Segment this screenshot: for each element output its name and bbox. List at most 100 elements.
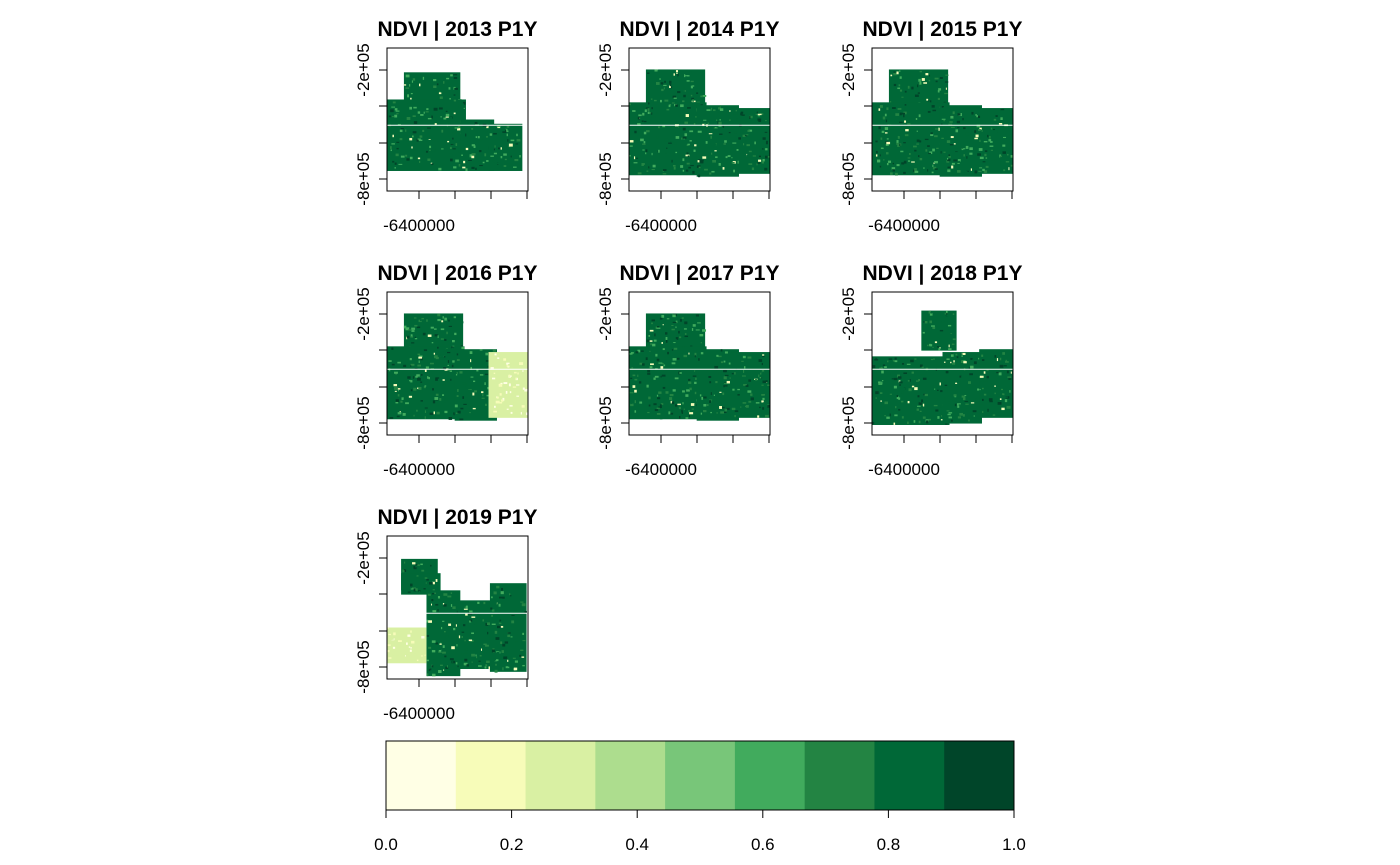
raster-cell <box>642 161 646 163</box>
raster-cell <box>679 155 683 158</box>
raster-cell <box>428 582 433 585</box>
raster-cell <box>391 116 395 118</box>
raster-cell <box>881 147 884 150</box>
raster-cell <box>964 400 969 402</box>
raster-cell <box>759 406 761 409</box>
raster-cell <box>895 406 897 409</box>
y-tick-label: -8e+05 <box>596 396 615 449</box>
raster-cell <box>879 392 883 394</box>
raster-cell <box>916 143 919 145</box>
raster-cell <box>993 118 997 121</box>
raster-cell <box>699 333 704 337</box>
raster-cell <box>452 360 456 363</box>
raster-cell <box>758 159 762 162</box>
raster-cell <box>393 384 398 387</box>
raster-cell <box>401 397 404 400</box>
raster-cell <box>422 641 426 645</box>
raster-cell <box>648 396 651 400</box>
raster-cell <box>632 110 636 112</box>
raster-cell <box>764 155 768 159</box>
raster-cell <box>673 97 677 99</box>
raster-cell <box>746 384 749 387</box>
raster-cell <box>440 116 442 118</box>
raster-cell <box>767 404 770 408</box>
legend-tick-label: 0.0 <box>374 835 398 854</box>
raster-cell <box>957 381 960 384</box>
raster-cell <box>927 347 930 350</box>
raster-cell <box>507 659 509 662</box>
raster-cell <box>492 638 496 641</box>
raster-cell <box>764 414 769 418</box>
raster-cell <box>729 119 732 121</box>
raster-cell <box>689 329 694 332</box>
raster-cell <box>937 90 940 93</box>
x-tick-label: -6400000 <box>383 216 455 235</box>
raster-cell <box>496 396 499 399</box>
raster-cell <box>926 420 928 424</box>
raster-cell <box>448 319 450 322</box>
raster-cell <box>690 85 693 89</box>
raster-cell <box>923 167 925 170</box>
raster-cell <box>737 160 739 164</box>
raster-cell <box>471 661 473 663</box>
raster-cell <box>725 416 728 419</box>
raster-cell <box>388 368 391 372</box>
raster-cell <box>634 410 637 413</box>
raster-cell <box>447 351 451 354</box>
raster-cell <box>955 129 959 133</box>
raster-cell <box>416 659 419 662</box>
raster-cell <box>899 384 902 386</box>
raster-cell <box>505 390 508 394</box>
raster-cell <box>637 374 639 377</box>
raster-cell <box>645 149 648 153</box>
raster-cell <box>969 152 973 155</box>
raster-cell <box>948 156 951 158</box>
raster-cell <box>691 348 694 351</box>
raster-cell <box>688 166 691 169</box>
raster-cell <box>493 132 497 135</box>
raster-cell <box>475 136 478 139</box>
raster-cell <box>886 107 889 111</box>
raster-cell <box>916 405 921 407</box>
raster-cell <box>972 359 974 362</box>
raster-cell <box>691 408 694 410</box>
raster-cell <box>939 329 944 332</box>
raster-cell <box>449 146 452 150</box>
raster-cell <box>720 349 723 352</box>
raster-cell <box>440 122 444 125</box>
raster-cell <box>407 376 411 379</box>
raster-cell <box>391 143 395 145</box>
raster-cell <box>929 344 933 347</box>
raster-cell <box>655 326 658 329</box>
raster-cell <box>750 397 754 401</box>
raster-cell <box>887 112 891 115</box>
raster-cell <box>877 159 881 163</box>
raster-cell <box>669 85 671 89</box>
raster-cell <box>1002 393 1005 396</box>
raster-cell <box>462 665 466 667</box>
raster-cell <box>494 630 498 634</box>
raster-cell <box>395 399 399 402</box>
raster-cell <box>430 579 434 582</box>
raster-cell <box>504 129 507 132</box>
raster-cell <box>461 130 465 133</box>
raster-cell <box>884 366 887 369</box>
raster-cell <box>443 81 445 84</box>
raster-cell <box>900 150 904 153</box>
raster-cell <box>970 357 973 360</box>
raster-cell <box>686 80 690 82</box>
raster-cell <box>913 145 917 148</box>
raster-cell <box>946 160 950 163</box>
raster-cell <box>939 77 943 79</box>
raster-cell <box>686 162 690 165</box>
raster-cell <box>651 319 655 322</box>
raster-cell <box>419 135 423 138</box>
raster-cell <box>898 376 902 379</box>
raster-cell <box>409 380 413 383</box>
map-panel: NDVI | 2013 P1Y-2e+05-8e+05-6400000 <box>354 18 537 235</box>
raster-cell <box>743 366 746 369</box>
raster-cell <box>658 406 662 409</box>
raster-cell <box>711 152 713 155</box>
raster-cell <box>884 415 886 417</box>
raster-cell <box>917 92 920 94</box>
